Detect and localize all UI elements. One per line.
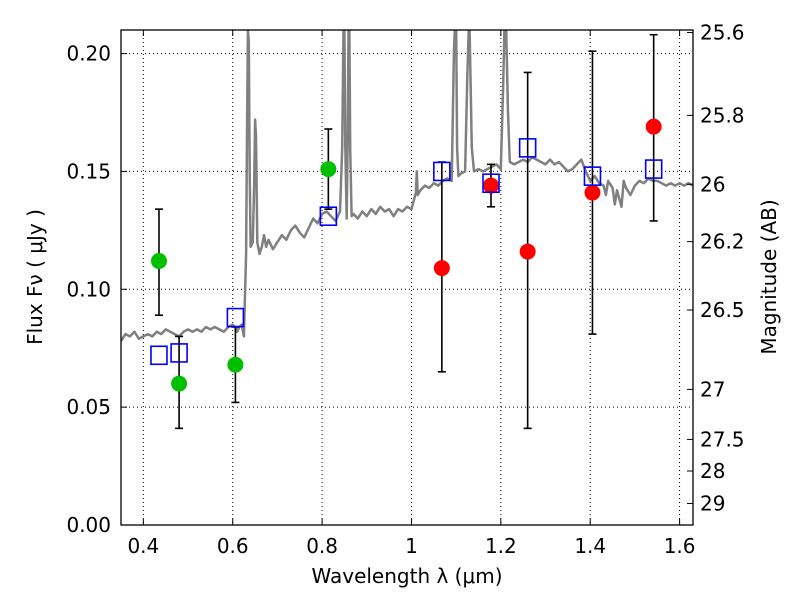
y-tick-label: 0.05 [66, 395, 111, 419]
spectrum-line [121, 30, 693, 342]
x-tick-label: 0.6 [217, 534, 249, 558]
green-data-point [227, 356, 244, 373]
x-tick-label: 1 [405, 534, 418, 558]
green-data-point [171, 375, 188, 392]
x-tick-label: 1.2 [485, 534, 517, 558]
spectrum-layer [121, 30, 693, 342]
y-axis-title: Flux Fν ( μJy ) [23, 209, 47, 345]
y2-tick-label: 26.5 [700, 298, 745, 322]
y-tick-label: 0.10 [66, 277, 111, 301]
y2-tick-label: 25.6 [700, 21, 745, 45]
model-photometry-square [319, 206, 338, 227]
y2-tick-label: 28 [700, 459, 725, 483]
x-tick-label: 1.6 [664, 534, 696, 558]
red-data-point [645, 118, 662, 135]
y2-tick-label: 25.8 [700, 103, 745, 127]
model-photometry-square [150, 345, 168, 366]
model-photometry-square [518, 138, 537, 158]
x-tick-label: 0.8 [306, 534, 338, 558]
model-photometry-square [482, 173, 500, 194]
red-data-point [584, 184, 601, 201]
tick-layer: 0.4 0.6 0.8 1 1.2 1.4 1.6 0.00 0.05 0.10 0.15 0.20 2… [66, 21, 744, 558]
green-data-point [320, 161, 337, 178]
y2-tick-label: 26 [700, 172, 725, 196]
marker-layer [150, 118, 663, 392]
x-tick-label: 1.4 [574, 534, 606, 558]
red-data-point [483, 177, 500, 194]
y2-tick-label: 26.2 [700, 230, 745, 254]
plot-frame [120, 29, 694, 526]
y-tick-label: 0.20 [66, 42, 111, 66]
x-axis-title: Wavelength λ (μm) [311, 564, 502, 588]
y2-axis-title: Magnitude (AB) [757, 199, 781, 354]
grid-lines [121, 30, 693, 526]
model-photometry-square [170, 343, 188, 363]
red-data-point [519, 243, 536, 260]
model-photometry-square [583, 166, 602, 186]
red-data-point [433, 260, 450, 277]
x-tick-label: 0.4 [127, 534, 159, 558]
model-photometry-square [433, 161, 451, 182]
green-data-point [150, 253, 167, 269]
model-photometry-square [644, 159, 663, 179]
model-photometry-square [226, 307, 245, 328]
y-tick-label: 0.00 [66, 513, 111, 537]
y2-tick-label: 27.5 [700, 427, 745, 451]
y2-tick-label: 27 [700, 377, 725, 401]
y2-tick-label: 29 [700, 492, 725, 516]
y-tick-label: 0.15 [66, 159, 111, 183]
